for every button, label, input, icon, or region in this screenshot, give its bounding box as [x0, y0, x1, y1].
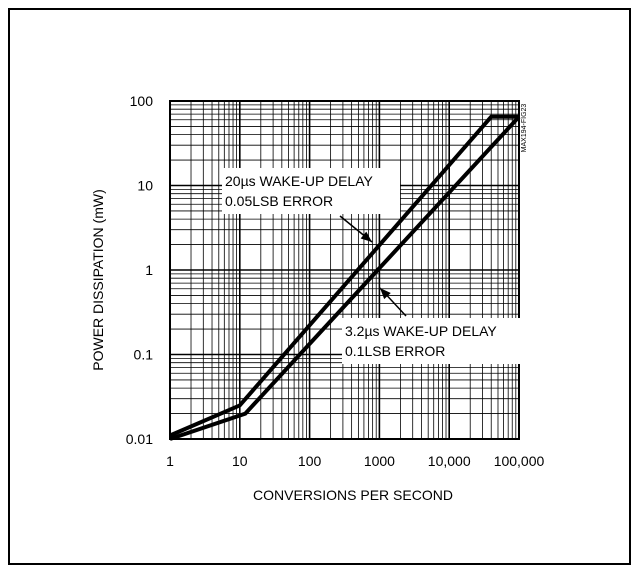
x-tick-label: 1: [166, 453, 174, 469]
annotation-box: [222, 168, 400, 214]
annotation-text: 0.1LSB ERROR: [345, 343, 445, 359]
annotation-text: 0.05LSB ERROR: [225, 193, 333, 209]
x-axis-label: CONVERSIONS PER SECOND: [253, 487, 453, 503]
annotation-arrowhead: [380, 288, 391, 300]
y-tick-label: 1: [145, 262, 153, 278]
y-axis-label: POWER DISSIPATION (mW): [90, 189, 106, 370]
annotation-box: [342, 318, 522, 364]
y-tick-labels: 0.01 0.1 1 10 100: [126, 93, 153, 447]
plot-border: [169, 100, 520, 440]
curves: [169, 114, 521, 441]
figure-frame: 20µs WAKE-UP DELAY 0.05LSB ERROR 3.2µs WAK…: [8, 8, 631, 565]
annotation-text: 20µs WAKE-UP DELAY: [225, 173, 374, 189]
annotation-arrowhead: [360, 231, 372, 242]
y-tick-label: 10: [137, 178, 153, 194]
annotation-text: 3.2µs WAKE-UP DELAY: [345, 323, 497, 339]
y-tick-label: 100: [130, 93, 154, 109]
x-tick-label: 100,000: [494, 453, 545, 469]
y-tick-label: 0.01: [126, 431, 153, 447]
annotations: 20µs WAKE-UP DELAY 0.05LSB ERROR 3.2µs WAK…: [222, 168, 522, 364]
grid: [169, 100, 520, 440]
series-2-line: [169, 115, 521, 441]
power-dissipation-chart: 20µs WAKE-UP DELAY 0.05LSB ERROR 3.2µs WAK…: [90, 93, 545, 503]
y-tick-label: 0.1: [134, 347, 154, 363]
x-tick-label: 100: [298, 453, 322, 469]
x-tick-labels: 1 10 100 1000 10,000 100,000: [166, 453, 544, 469]
x-tick-label: 1000: [364, 453, 395, 469]
x-tick-label: 10: [232, 453, 248, 469]
watermark-text: MAX194-FIG23: [521, 104, 528, 153]
series-1-line: [169, 114, 519, 438]
x-tick-label: 10,000: [428, 453, 471, 469]
